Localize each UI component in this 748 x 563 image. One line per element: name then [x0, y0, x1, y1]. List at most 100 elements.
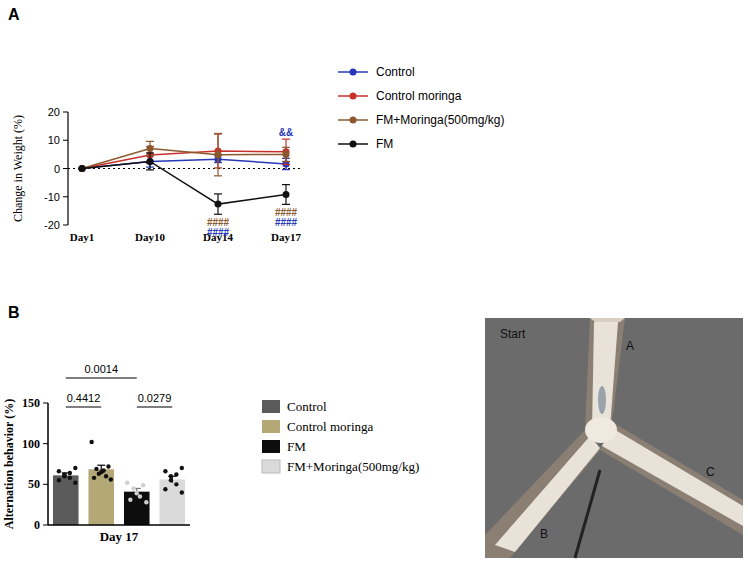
- arm-floor: [592, 322, 618, 430]
- y-tick: [43, 403, 48, 404]
- point: [79, 165, 86, 172]
- x-tick-label: Day1: [70, 231, 94, 243]
- legend-marker: [350, 117, 357, 124]
- maze-label: C: [706, 465, 715, 479]
- data-point: [163, 469, 167, 473]
- data-point: [94, 467, 98, 471]
- data-point: [131, 486, 135, 490]
- zero-line: [68, 168, 300, 169]
- error-cap: [282, 161, 290, 162]
- data-point: [57, 469, 61, 473]
- y-tick: [63, 140, 68, 141]
- x-tick-label: Day 17: [100, 529, 139, 544]
- error-cap: [282, 147, 290, 148]
- arm: [585, 318, 625, 430]
- legend-label: FM: [287, 439, 306, 454]
- arm: [590, 318, 625, 322]
- error-cap: [282, 164, 290, 165]
- legend-marker: [350, 93, 357, 100]
- legend-swatch: [262, 420, 280, 433]
- y-axis: [47, 403, 49, 525]
- error-cap: [146, 169, 154, 170]
- error-cap: [97, 465, 105, 466]
- legend-label: FM: [376, 137, 393, 151]
- legend-marker: [350, 141, 357, 148]
- data-point: [180, 490, 184, 494]
- panel-label: A: [8, 6, 20, 23]
- legend-label: FM+Moringa(500mg/kg): [287, 459, 419, 474]
- point: [79, 165, 86, 172]
- data-point: [125, 481, 129, 485]
- legend-label: FM+Moringa(500mg/kg): [376, 113, 504, 127]
- data-point: [174, 482, 178, 486]
- point: [79, 165, 86, 172]
- data-point: [104, 474, 108, 478]
- data-point: [135, 491, 139, 495]
- y-tick-label: 0: [34, 518, 40, 532]
- bracket: [66, 406, 102, 407]
- arm-floor: [495, 436, 600, 552]
- y-tick: [43, 443, 48, 444]
- data-point: [180, 466, 184, 470]
- legend-swatch: [262, 440, 280, 453]
- y-tick-label: 50: [28, 477, 40, 491]
- data-point: [101, 468, 105, 472]
- data-point: [57, 478, 61, 482]
- point: [147, 158, 154, 165]
- y-tick-label: 100: [22, 437, 40, 451]
- y-axis-title: Alternation behavior (%): [2, 399, 16, 529]
- point: [283, 191, 290, 198]
- y-tick-label: 0: [54, 163, 60, 175]
- error-cap: [214, 193, 222, 194]
- p-value: 0.4412: [67, 392, 101, 404]
- data-point: [128, 498, 132, 502]
- y-axis-title: Change in Weight (%): [11, 115, 25, 222]
- figure: AB-20-1001020Day1Day10Day14Day17Change i…: [0, 0, 748, 563]
- significance: ####: [275, 217, 298, 228]
- data-point: [138, 494, 142, 498]
- y-tick: [43, 525, 48, 526]
- p-value: 0.0014: [84, 363, 118, 375]
- error-cap: [214, 214, 222, 215]
- point: [283, 160, 290, 167]
- data-point: [92, 476, 96, 480]
- y-tick: [63, 196, 68, 197]
- y-tick: [43, 484, 48, 485]
- x-tick-label: Day10: [135, 231, 165, 243]
- maze-center: [585, 417, 617, 443]
- data-point: [141, 483, 145, 487]
- maze-label: Start: [500, 327, 526, 341]
- error-cap: [282, 184, 290, 185]
- data-point: [169, 478, 173, 482]
- data-point: [106, 464, 110, 468]
- legend-marker: [350, 69, 357, 76]
- point: [283, 151, 290, 158]
- arm-floor: [602, 428, 743, 526]
- error-cap: [146, 141, 154, 142]
- bar: [124, 492, 150, 525]
- significance: ####: [207, 227, 230, 238]
- bar: [53, 475, 79, 525]
- bracket: [137, 406, 173, 407]
- mouse: [598, 386, 606, 414]
- cable: [575, 470, 600, 558]
- data-point: [144, 500, 148, 504]
- legend-swatch: [262, 460, 280, 473]
- point: [215, 201, 222, 208]
- error-cap: [282, 139, 290, 140]
- plot-a: [78, 133, 290, 214]
- maze-label: A: [626, 339, 634, 353]
- error-cap: [214, 133, 222, 134]
- y-tick-label: -10: [44, 191, 60, 203]
- data-point: [62, 472, 66, 476]
- data-point: [73, 481, 77, 485]
- x-axis: [48, 524, 190, 526]
- significance: &&: [279, 127, 293, 138]
- point: [215, 151, 222, 158]
- panel-label: B: [8, 304, 20, 321]
- x-tick-label: Day17: [271, 231, 301, 243]
- data-point: [73, 466, 77, 470]
- data-point: [68, 476, 72, 480]
- bar: [88, 469, 114, 525]
- data-point: [174, 472, 178, 476]
